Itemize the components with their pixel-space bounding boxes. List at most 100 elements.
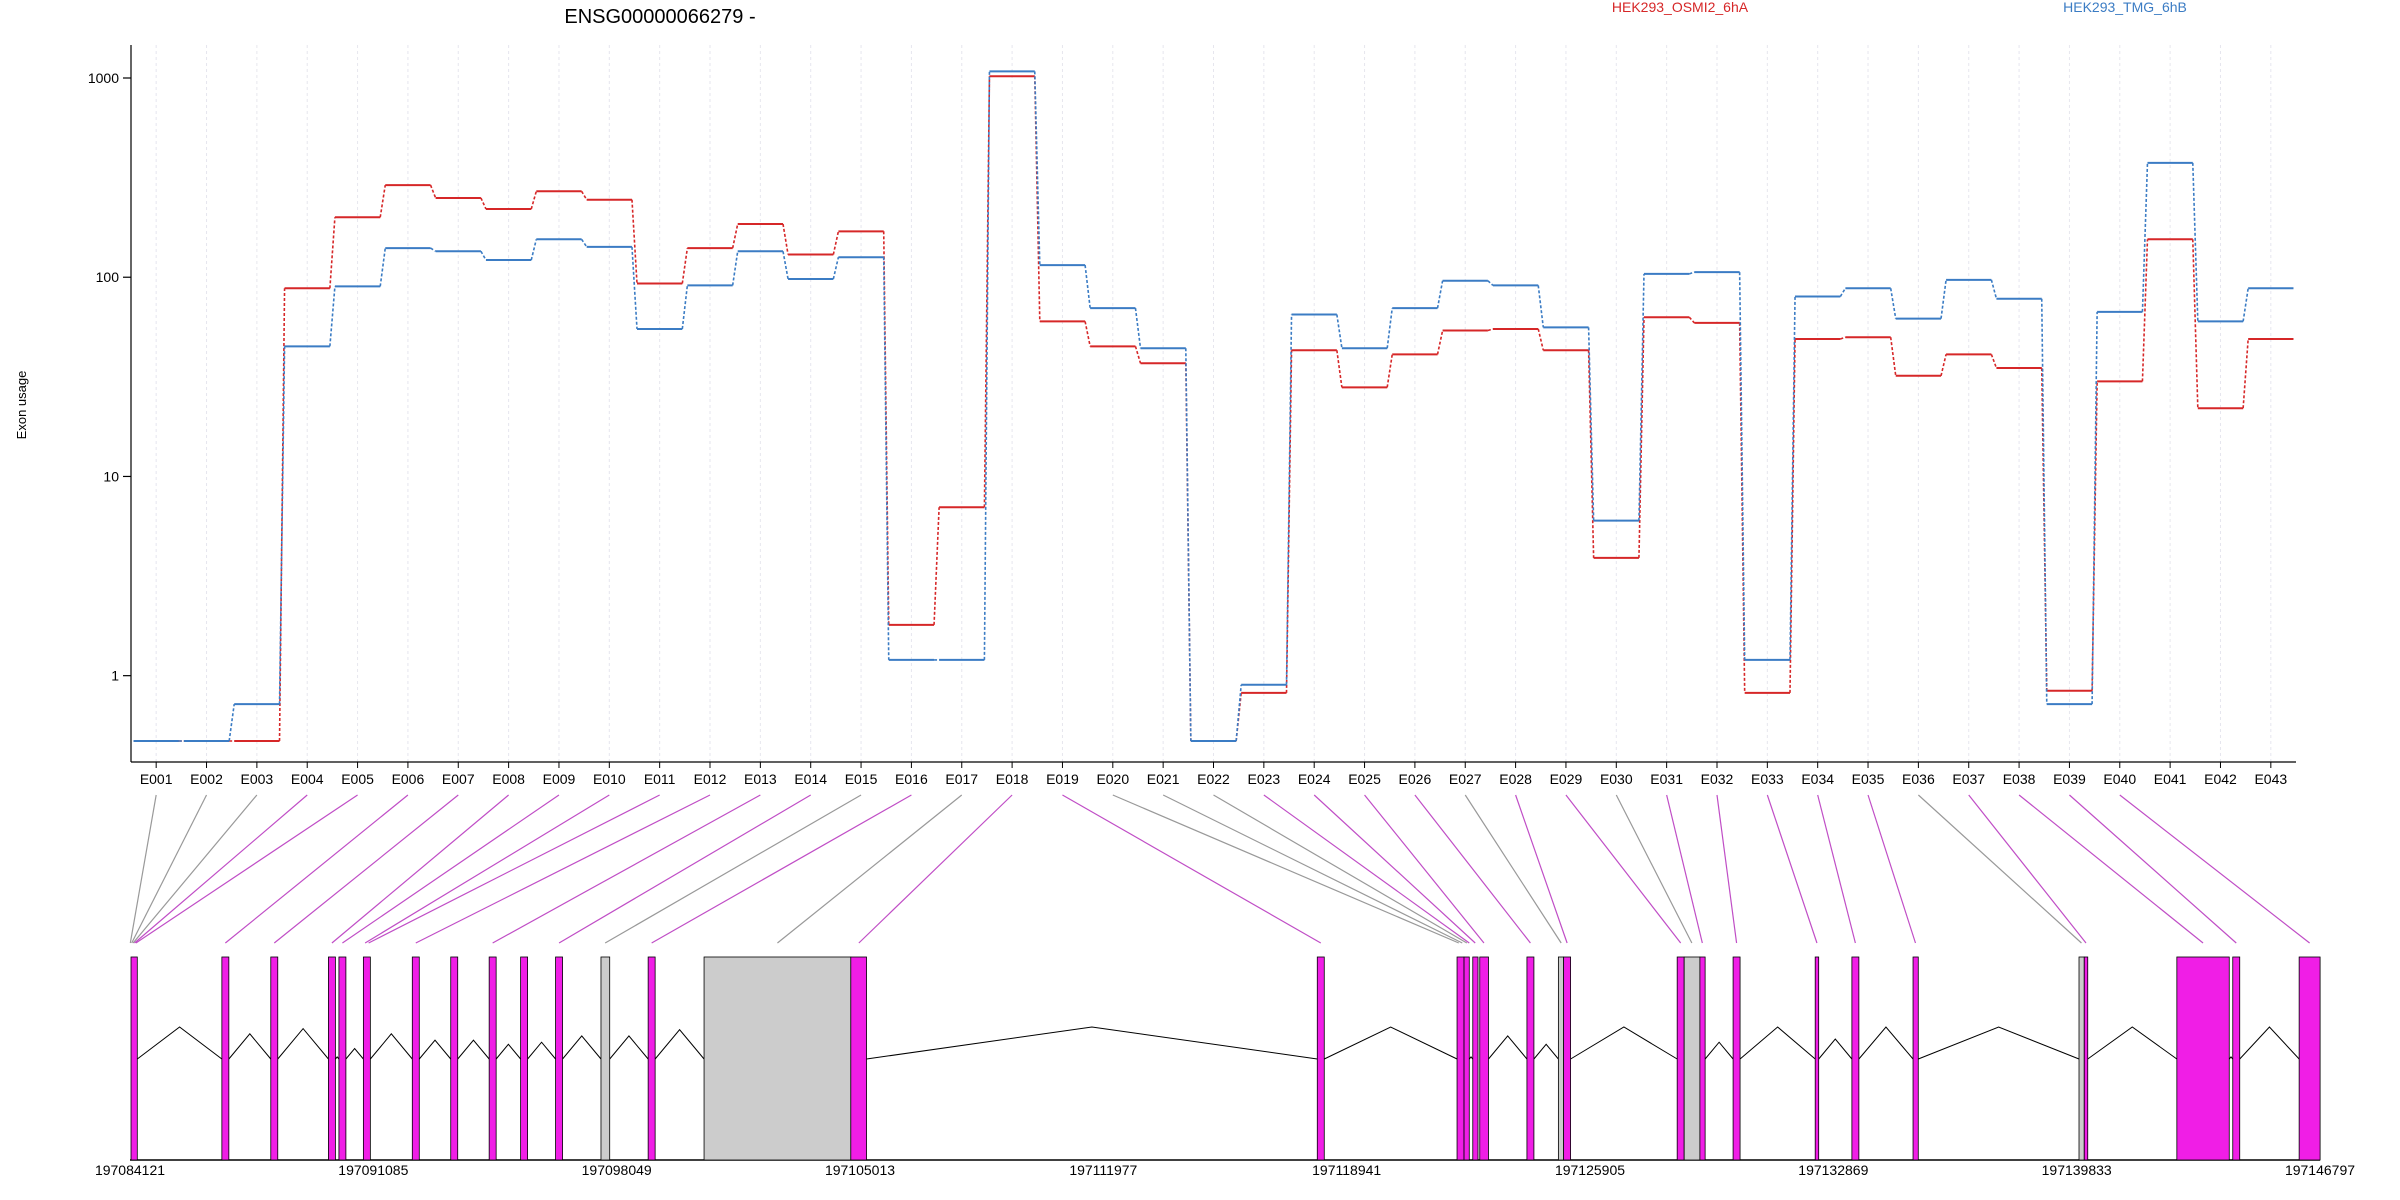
intron [345, 1047, 364, 1060]
exon-link [2119, 794, 2310, 944]
exon-link [224, 794, 409, 944]
exon-link [1968, 794, 2087, 944]
x-tick-label: E011 [644, 771, 676, 787]
x-tick-label: E036 [1902, 771, 1935, 787]
exon-box [411, 956, 420, 1161]
exon-link [415, 794, 711, 944]
series-connector [731, 223, 739, 249]
series-connector [1789, 296, 1796, 660]
exon-box [1912, 956, 1919, 1161]
intron [1468, 1056, 1474, 1060]
gene-model: 197084121 197091085 197098049 197105013 1971… [95, 794, 2355, 1178]
exon-link [1162, 794, 1463, 944]
exon-link [1917, 794, 2082, 944]
exon-link [135, 794, 358, 944]
exon-link [368, 794, 660, 944]
x-tick-label: E038 [2003, 771, 2036, 787]
series-connector [580, 238, 588, 248]
series-connector [228, 703, 236, 742]
series-connector [2091, 311, 2098, 705]
exon-link [1515, 794, 1568, 944]
intron [2087, 1026, 2178, 1060]
x-tick-label: E009 [543, 771, 576, 787]
series-connector [1990, 354, 1998, 369]
x-tick-label: E026 [1399, 771, 1432, 787]
x-tick-label: E029 [1550, 771, 1583, 787]
exon-box [520, 956, 529, 1161]
series-connector [1185, 348, 1192, 742]
x-tick-label: E034 [1801, 771, 1834, 787]
series-connector [1537, 328, 1545, 351]
y-tick-label: 10 [103, 468, 119, 484]
intron [866, 1026, 1318, 1060]
series-connector [681, 247, 689, 284]
exon-link [342, 794, 560, 944]
series-connector [1386, 307, 1394, 349]
series-connector [580, 190, 588, 201]
x-tick-label: E002 [190, 771, 223, 787]
series-connector [1990, 279, 1998, 299]
x-tick-label: E021 [1147, 771, 1180, 787]
exon-box [1814, 956, 1820, 1161]
intron [1704, 1041, 1734, 1060]
series-connector [1336, 314, 1343, 349]
series-connector [1285, 350, 1293, 693]
series-connector [983, 71, 991, 660]
exon-box [130, 956, 138, 1161]
intron [1858, 1026, 1914, 1060]
exon-box [1557, 956, 1565, 1161]
intron [418, 1039, 452, 1060]
genome-tick-label: 197118941 [1312, 1162, 1381, 1178]
series-connector [1587, 327, 1595, 521]
exon-link [1766, 794, 1818, 944]
exon-link [1716, 794, 1738, 944]
exon-link [492, 794, 761, 944]
exon-box [555, 956, 563, 1161]
exon-link [777, 794, 963, 944]
exon-box [2232, 956, 2241, 1161]
series-connector [2141, 239, 2149, 382]
series-connector [1839, 287, 1847, 297]
exon-box [703, 956, 852, 1161]
series-connector [2242, 288, 2249, 322]
x-tick-label: E023 [1247, 771, 1280, 787]
series-connector [1436, 330, 1444, 355]
exon-link [1615, 794, 1693, 944]
series-connector [329, 286, 336, 347]
series-connector [933, 507, 940, 625]
intron [2239, 1026, 2300, 1060]
exon-link [1817, 794, 1856, 944]
y-tick-label: 1 [111, 668, 119, 684]
x-tick-label: E025 [1348, 771, 1381, 787]
series-connector [1638, 317, 1645, 558]
series-connector [430, 247, 437, 252]
exon-link [132, 794, 258, 944]
x-tick-label: E031 [1650, 771, 1683, 787]
intron [137, 1026, 223, 1060]
series-connector [1134, 346, 1142, 364]
x-tick-label: E013 [744, 771, 777, 787]
x-tick-label: E008 [492, 771, 525, 787]
exon-link [273, 794, 459, 944]
x-tick-label: E005 [341, 771, 374, 787]
series-connector [1889, 288, 1897, 319]
exon-box [1563, 956, 1572, 1161]
series-connector [1840, 336, 1846, 340]
exon-link [134, 794, 308, 944]
genome-tick-label: 197105013 [825, 1162, 895, 1178]
exon-link [129, 794, 157, 944]
series-connector [530, 191, 538, 210]
series-connector [631, 246, 638, 329]
series-connector [379, 248, 387, 287]
intron [228, 1033, 272, 1060]
x-tick-label: E024 [1298, 771, 1331, 787]
legend-series-1: HEK293_OSMI2_6hA [1612, 0, 1749, 15]
x-tick-label: E033 [1751, 771, 1784, 787]
x-tick-label: E039 [2053, 771, 2086, 787]
series-connector [782, 251, 789, 280]
exon-link [1062, 794, 1322, 944]
exon-link [651, 794, 912, 944]
exon-box [338, 956, 347, 1161]
series-2 [133, 70, 2294, 742]
